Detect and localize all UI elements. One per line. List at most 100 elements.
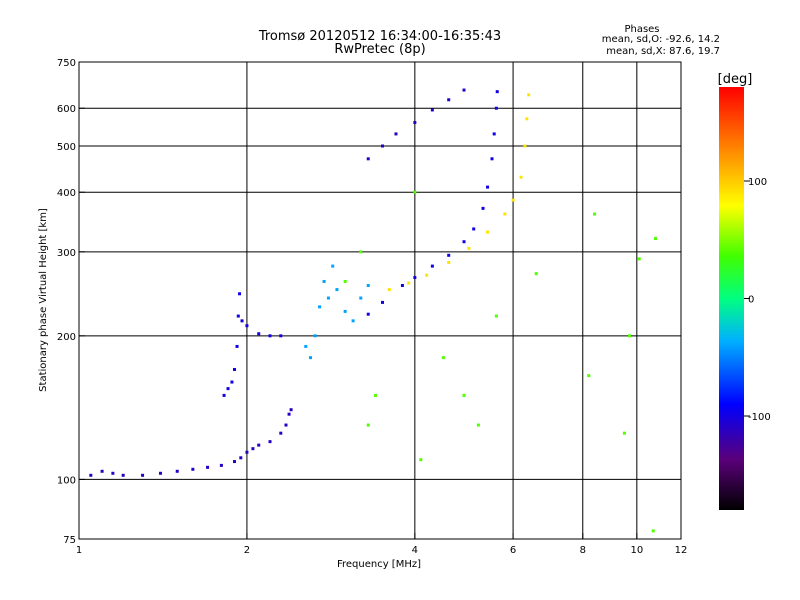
data-point xyxy=(257,443,261,447)
data-point xyxy=(476,423,480,427)
data-point xyxy=(523,144,527,148)
data-point xyxy=(503,212,507,216)
grid xyxy=(79,62,681,539)
chart-subtitle: RwPretec (8p) xyxy=(334,42,425,57)
data-point xyxy=(251,447,255,451)
y-tick-label: 600 xyxy=(57,104,76,115)
data-point xyxy=(235,344,239,348)
data-point xyxy=(222,393,226,397)
data-point xyxy=(232,367,236,371)
data-point xyxy=(236,314,240,318)
data-point xyxy=(653,236,657,240)
data-point xyxy=(447,98,451,102)
data-point xyxy=(519,175,523,179)
data-point xyxy=(366,423,370,427)
data-point xyxy=(331,264,335,268)
data-point xyxy=(219,463,223,467)
x-tick-label: 10 xyxy=(630,545,643,556)
data-point xyxy=(622,431,626,435)
data-point xyxy=(534,272,538,276)
data-point xyxy=(141,473,145,477)
title-group: Tromsø 20120512 16:34:00-16:35:43 RwPret… xyxy=(258,29,501,57)
data-point xyxy=(587,374,591,378)
colorbar-ticks: 100 0 -100 xyxy=(744,177,771,423)
data-point xyxy=(226,387,230,391)
data-point xyxy=(637,257,641,261)
phase-stats: Phases mean, sd,O: -92.6, 14.2 mean, sd,… xyxy=(602,24,720,57)
data-point xyxy=(447,260,451,264)
data-point xyxy=(359,296,363,300)
data-point xyxy=(240,319,244,323)
data-point xyxy=(279,431,283,435)
data-point xyxy=(322,279,326,283)
data-point xyxy=(425,273,429,277)
data-point xyxy=(472,227,476,231)
data-point xyxy=(380,300,384,304)
data-point xyxy=(279,334,283,338)
data-point xyxy=(651,529,655,533)
data-point xyxy=(111,471,115,475)
y-tick-label: 200 xyxy=(57,332,76,343)
chart-title: Tromsø 20120512 16:34:00-16:35:43 xyxy=(258,29,501,44)
data-point xyxy=(462,88,466,92)
data-point xyxy=(525,117,529,121)
data-point xyxy=(239,456,243,460)
data-point xyxy=(191,467,195,471)
data-point xyxy=(284,423,288,427)
x-tick-label: 4 xyxy=(412,545,418,556)
phases-title: Phases xyxy=(624,24,659,35)
x-tick-label: 12 xyxy=(675,545,688,556)
data-point xyxy=(304,344,308,348)
data-point xyxy=(593,212,597,216)
data-point xyxy=(351,319,355,323)
y-tick-label: 75 xyxy=(63,535,76,546)
data-point xyxy=(268,334,272,338)
data-point xyxy=(627,334,631,338)
data-point xyxy=(413,190,417,194)
y-tick-label: 400 xyxy=(57,188,76,199)
data-point xyxy=(343,279,347,283)
data-points xyxy=(89,88,657,533)
data-point xyxy=(430,108,434,112)
data-point xyxy=(206,465,210,469)
data-point xyxy=(159,471,163,475)
data-point xyxy=(441,356,445,360)
data-point xyxy=(343,309,347,313)
y-axis-label: Stationary phase Virtual Height [km] xyxy=(38,208,49,392)
data-point xyxy=(413,121,417,125)
data-point xyxy=(380,144,384,148)
data-point xyxy=(494,314,498,318)
data-point xyxy=(175,469,179,473)
data-point xyxy=(430,264,434,268)
data-point xyxy=(481,206,485,210)
data-point xyxy=(511,198,515,202)
data-point xyxy=(245,450,249,454)
data-point xyxy=(318,305,322,309)
data-point xyxy=(495,90,499,94)
data-point xyxy=(313,334,317,338)
data-point xyxy=(490,157,494,161)
data-point xyxy=(492,132,496,136)
data-point xyxy=(230,380,234,384)
data-point xyxy=(308,356,312,360)
data-point xyxy=(366,283,370,287)
data-point xyxy=(494,106,498,110)
data-point xyxy=(467,246,471,250)
data-point xyxy=(121,473,125,477)
data-point xyxy=(462,393,466,397)
phase-stat-o: mean, sd,O: -92.6, 14.2 xyxy=(602,34,720,45)
colorbar-label: [deg] xyxy=(718,72,753,87)
data-point xyxy=(486,185,490,189)
data-point xyxy=(366,312,370,316)
data-point xyxy=(289,408,293,412)
data-point xyxy=(366,157,370,161)
data-point xyxy=(447,253,451,257)
colorbar xyxy=(719,87,744,510)
phase-stat-x: mean, sd,X: 87.6, 19.7 xyxy=(606,46,720,57)
data-point xyxy=(268,440,272,444)
plot-area xyxy=(78,61,682,540)
data-point xyxy=(326,296,330,300)
colorbar-tick-label: -100 xyxy=(748,412,771,423)
